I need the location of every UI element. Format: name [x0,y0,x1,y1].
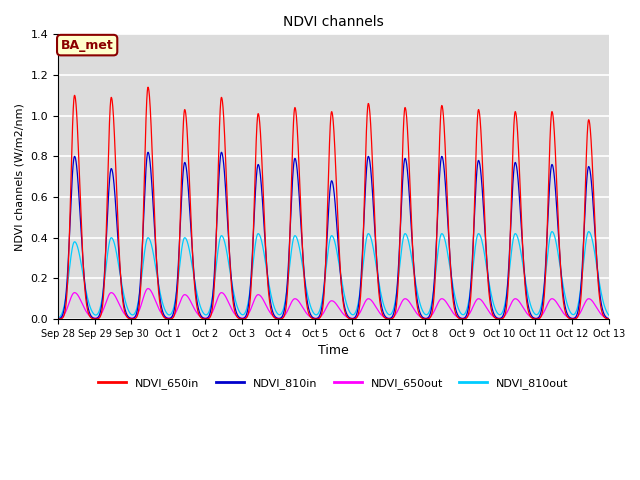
X-axis label: Time: Time [318,344,349,357]
NDVI_650in [289,123,297,129]
NDVI_650out [150,294,157,300]
NDVI_650in [144,84,152,90]
NDVI_810out [585,229,593,235]
NDVI_810in [150,213,157,218]
NDVI_650in [266,298,273,303]
Title: NDVI channels: NDVI channels [283,15,384,29]
NDVI_650out [266,309,273,314]
NDVI_810in [266,292,273,298]
NDVI_650out [535,315,543,321]
NDVI_810in [595,276,602,281]
NDVI_810out [289,237,297,243]
Line: NDVI_650out: NDVI_650out [58,288,609,319]
NDVI_810in [117,276,125,282]
NDVI_650in [535,316,543,322]
Legend: NDVI_650in, NDVI_810in, NDVI_650out, NDVI_810out: NDVI_650in, NDVI_810in, NDVI_650out, NDV… [94,373,573,393]
NDVI_810out [595,273,602,278]
NDVI_650out [54,316,62,322]
NDVI_810in [144,149,152,155]
NDVI_810out [117,276,125,282]
NDVI_650in [605,316,612,322]
NDVI_810out [54,315,62,321]
NDVI_810in [54,316,62,322]
Line: NDVI_810in: NDVI_810in [58,152,609,319]
NDVI_810out [535,310,543,316]
NDVI_650in [117,277,125,283]
Line: NDVI_650in: NDVI_650in [58,87,609,319]
NDVI_810in [535,314,543,320]
NDVI_650in [150,192,157,197]
NDVI_650out [117,305,125,311]
NDVI_810out [150,252,157,258]
NDVI_810out [605,312,612,318]
NDVI_810out [266,283,273,288]
NDVI_650out [595,308,602,313]
Y-axis label: NDVI channels (W/m2/nm): NDVI channels (W/m2/nm) [15,103,25,251]
NDVI_650in [595,281,602,287]
NDVI_650out [605,316,612,322]
NDVI_650out [144,286,152,291]
NDVI_650in [54,316,62,322]
Line: NDVI_810out: NDVI_810out [58,232,609,318]
NDVI_810in [289,166,297,171]
NDVI_810in [605,316,612,322]
NDVI_650out [289,297,297,302]
Text: BA_met: BA_met [61,38,113,52]
